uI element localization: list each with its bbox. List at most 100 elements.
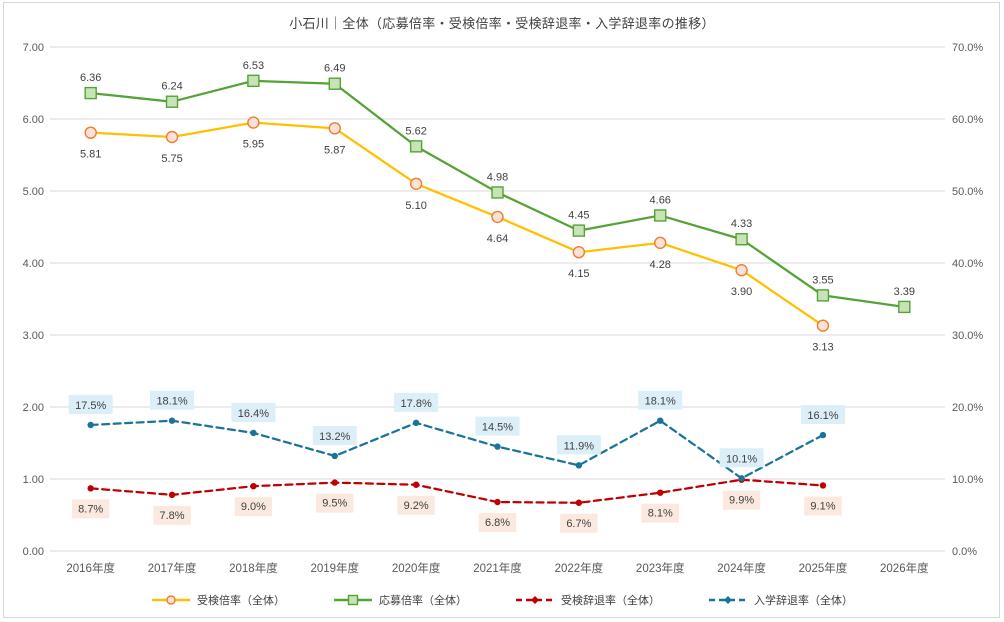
data-label-background xyxy=(150,390,195,410)
left-axis-tick-label: 0.00 xyxy=(23,546,44,558)
data-label-background xyxy=(804,496,842,516)
data-label: 18.1% xyxy=(645,396,676,408)
data-label: 17.8% xyxy=(401,398,432,410)
data-label: 6.36 xyxy=(80,72,101,84)
data-point-marker xyxy=(494,498,501,506)
left-axis-tick-label: 6.00 xyxy=(23,114,44,126)
data-point-marker xyxy=(657,417,664,424)
data-point-marker xyxy=(84,126,97,139)
data-label: 4.33 xyxy=(731,218,752,230)
data-label-background xyxy=(394,392,439,412)
data-label: 18.1% xyxy=(156,396,187,408)
data-point-marker xyxy=(87,485,94,492)
data-label: 13.2% xyxy=(319,431,350,443)
data-label-background xyxy=(478,513,517,533)
data-label: 17.5% xyxy=(75,400,106,412)
right-axis-tick-label: 30.0% xyxy=(952,330,983,342)
data-point-marker xyxy=(409,177,423,191)
left-axis-tick-label: 1.00 xyxy=(23,474,44,486)
data-point-marker xyxy=(654,209,667,222)
data-label: 7.8% xyxy=(160,510,185,522)
left-axis-tick-label: 5.00 xyxy=(23,186,44,198)
data-label-background xyxy=(722,490,761,510)
data-point-marker xyxy=(572,245,586,259)
data-point-marker xyxy=(819,482,827,489)
data-point-marker xyxy=(816,319,830,332)
x-axis-category-label: 2025年度 xyxy=(799,561,848,575)
data-point-marker xyxy=(735,264,748,277)
x-axis-category-label: 2026年度 xyxy=(880,561,929,575)
data-label: 10.1% xyxy=(726,453,757,465)
legend-marker-icon xyxy=(334,594,372,606)
data-point-marker xyxy=(575,499,583,506)
legend-label: 受検辞退率（全体） xyxy=(561,595,660,607)
data-label-background xyxy=(312,425,357,445)
data-label: 3.55 xyxy=(812,274,833,286)
right-axis-tick-label: 70.0% xyxy=(952,42,983,54)
series-line-0 xyxy=(89,121,825,327)
data-label-background xyxy=(800,405,845,425)
data-label: 4.15 xyxy=(568,268,589,280)
data-point-marker xyxy=(250,483,257,490)
data-label: 5.10 xyxy=(405,200,426,212)
data-label: 16.4% xyxy=(238,408,269,420)
x-axis-category-label: 2019年度 xyxy=(310,561,359,575)
x-axis-category-label: 2020年度 xyxy=(392,561,441,575)
legend-item-0: 受検倍率（全体） xyxy=(151,592,285,608)
data-label: 4.64 xyxy=(487,233,508,245)
data-label: 6.7% xyxy=(566,518,591,530)
data-label: 4.45 xyxy=(568,210,589,222)
legend-item-2: 受検辞退率（全体） xyxy=(515,592,660,608)
legend-item-3: 入学辞退率（全体） xyxy=(708,592,853,608)
data-label-background xyxy=(638,390,683,410)
right-axis-tick-label: 60.0% xyxy=(952,114,983,126)
data-point-marker xyxy=(331,479,338,486)
data-label: 16.1% xyxy=(807,410,838,422)
data-label: 6.24 xyxy=(161,81,182,93)
data-point-marker xyxy=(819,431,827,439)
data-label: 3.90 xyxy=(731,286,752,298)
data-label: 5.87 xyxy=(324,144,345,156)
left-axis-tick-label: 4.00 xyxy=(23,258,44,270)
data-point-marker xyxy=(87,421,94,429)
data-label: 6.49 xyxy=(324,63,345,75)
data-label: 6.8% xyxy=(485,517,510,529)
data-point-marker xyxy=(735,233,748,246)
chart-title: 小石川｜全体（応募倍率・受検倍率・受検辞退率・入学辞退率の推移） xyxy=(289,16,715,31)
data-point-marker xyxy=(575,462,583,469)
data-label: 5.75 xyxy=(161,153,182,165)
right-axis-tick-label: 0.0% xyxy=(952,546,977,558)
legend-item-1: 応募倍率（全体） xyxy=(333,592,467,608)
series-line-2 xyxy=(89,478,825,504)
data-label: 5.62 xyxy=(405,125,426,137)
data-point-marker xyxy=(165,95,179,108)
data-point-marker xyxy=(494,443,501,450)
data-label: 4.98 xyxy=(487,171,508,183)
data-point-marker xyxy=(412,481,420,488)
data-label: 5.81 xyxy=(80,149,101,161)
data-point-marker xyxy=(572,224,586,237)
data-point-marker xyxy=(738,475,745,482)
x-axis-category-label: 2023年度 xyxy=(636,561,685,575)
data-point-marker xyxy=(250,429,257,437)
data-label-background xyxy=(234,497,273,517)
data-label-background xyxy=(641,503,679,523)
data-label-background xyxy=(71,499,110,519)
left-axis-tick-label: 3.00 xyxy=(23,330,44,342)
data-label: 9.1% xyxy=(810,500,835,512)
x-axis-category-label: 2021年度 xyxy=(473,561,522,575)
data-label: 14.5% xyxy=(482,422,513,434)
data-point-marker xyxy=(491,186,504,199)
x-axis-category-label: 2022年度 xyxy=(555,561,604,575)
legend-label: 受検倍率（全体） xyxy=(197,595,285,607)
data-label-background xyxy=(153,505,191,525)
data-label: 8.7% xyxy=(78,503,103,515)
data-label: 8.1% xyxy=(648,508,673,520)
x-axis-category-label: 2016年度 xyxy=(66,561,115,575)
data-label-background xyxy=(719,448,764,468)
data-point-marker xyxy=(491,210,504,224)
data-point-marker xyxy=(816,289,830,302)
data-label: 9.0% xyxy=(241,501,266,513)
data-label: 9.5% xyxy=(322,498,347,510)
